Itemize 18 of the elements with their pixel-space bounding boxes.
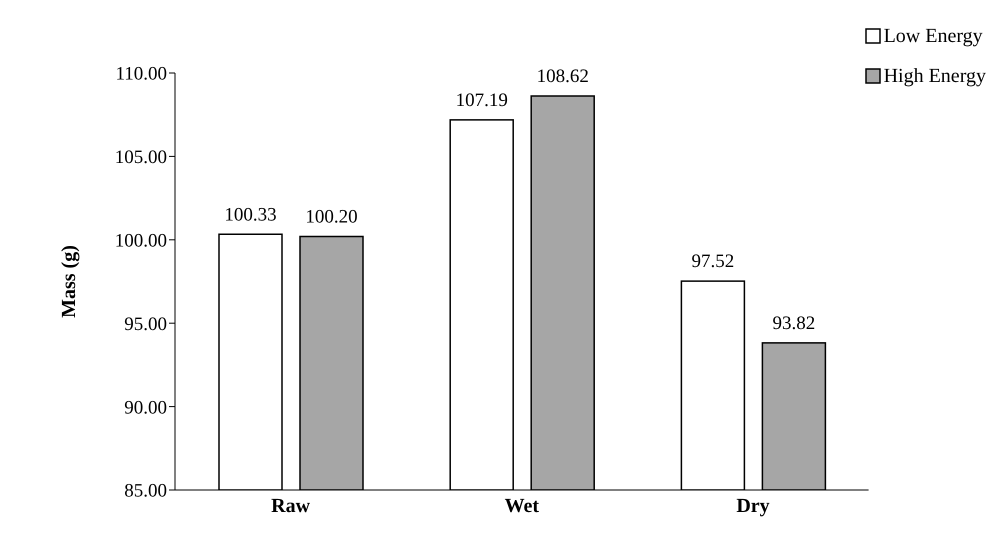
- y-tick-label: 100.00: [114, 230, 167, 252]
- y-tick-label: 85.00: [124, 480, 167, 502]
- data-label: 108.62: [536, 66, 589, 88]
- x-tick-label: Wet: [504, 495, 540, 518]
- data-label: 107.19: [456, 90, 508, 111]
- x-tick-label: Dry: [736, 495, 770, 518]
- legend-label: Low Energy: [884, 24, 983, 49]
- data-label: 93.82: [772, 312, 816, 334]
- y-tick-label: 110.00: [115, 64, 167, 85]
- y-tick-label: 105.00: [114, 147, 167, 168]
- data-label: 97.52: [692, 251, 734, 272]
- data-label: 100.33: [224, 204, 277, 226]
- y-tick-label: 90.00: [124, 397, 167, 418]
- y-tick-label: 95.00: [124, 314, 167, 335]
- x-tick-label: Raw: [271, 495, 311, 518]
- data-label: 100.20: [305, 206, 358, 228]
- y-axis-title: Mass (g): [58, 245, 80, 318]
- legend-label: High Energy: [884, 64, 986, 89]
